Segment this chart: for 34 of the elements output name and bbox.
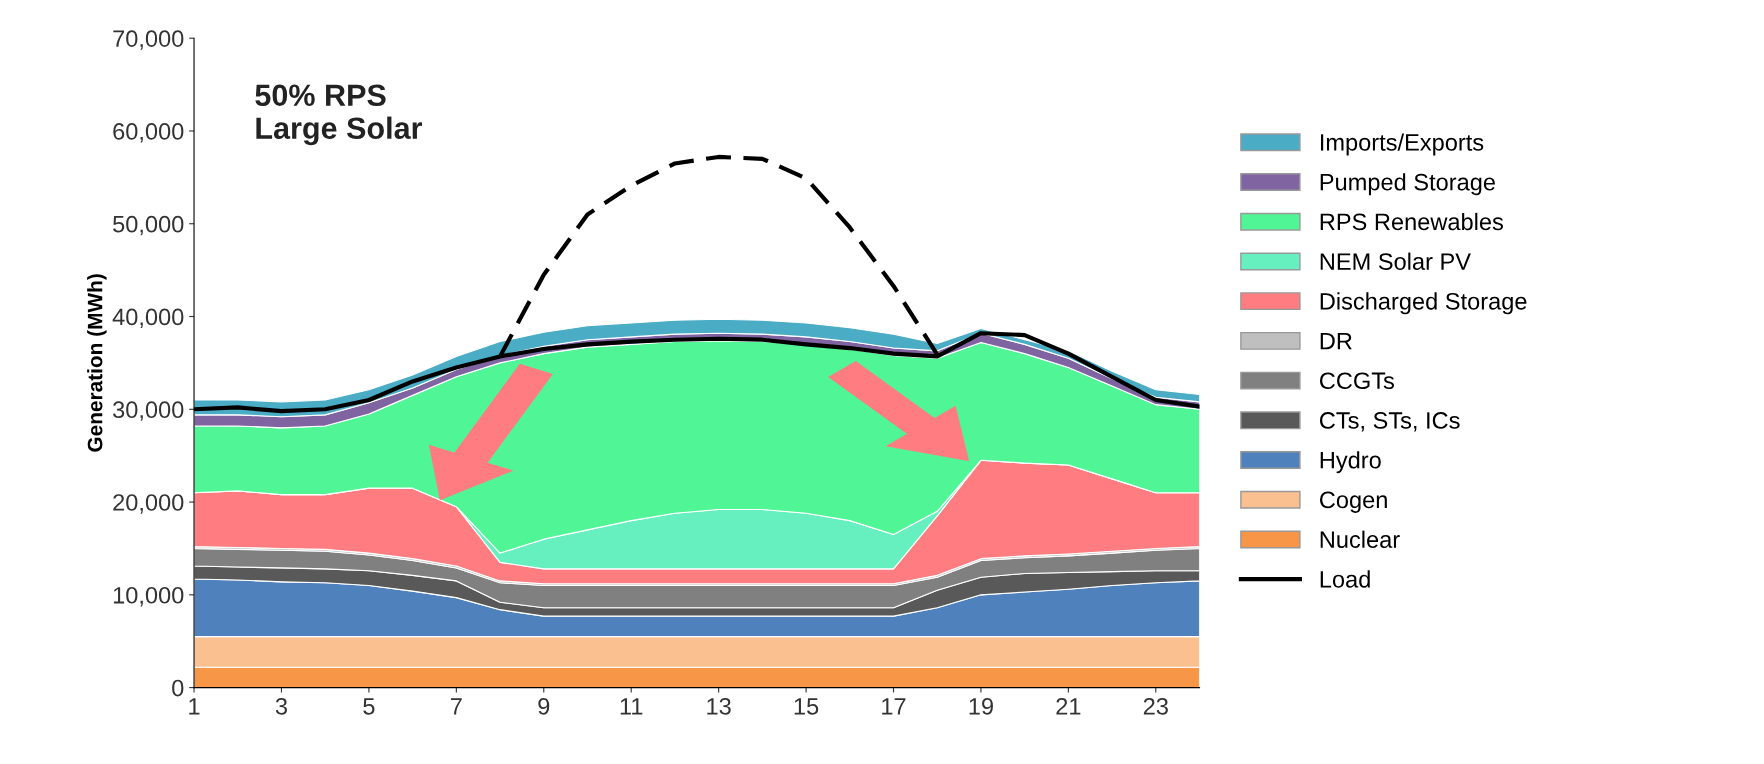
legend-label: CTs, STs, ICs	[1320, 412, 1460, 432]
y-tick-label: 20,000	[113, 494, 184, 514]
x-tick-label: 19	[969, 697, 993, 715]
y-tick-label: 0	[172, 679, 184, 697]
legend-label: NEM Solar PV	[1320, 252, 1471, 270]
legend-label: Hydro	[1320, 451, 1381, 474]
y-axis-title: Generation (MWh)	[87, 274, 107, 452]
x-tick-label: 15	[794, 698, 819, 715]
legend-label: Imports/Exports	[1320, 133, 1484, 156]
legend-label: RPS Renewables	[1320, 212, 1503, 231]
x-tick-label: 7	[450, 698, 462, 715]
x-tick-label: 17	[882, 698, 906, 715]
x-tick-label: 23	[1143, 697, 1168, 715]
x-tick-label: 1	[189, 698, 200, 715]
x-tick-label: 21	[1056, 697, 1081, 715]
x-tick-label: 13	[707, 697, 731, 715]
legend-label: Pumped Storage	[1320, 173, 1495, 196]
x-tick-label: 9	[538, 697, 550, 715]
y-tick-label: 50,000	[113, 215, 184, 236]
x-tick-label: 5	[363, 698, 375, 715]
y-tick-label: 10,000	[113, 586, 184, 607]
y-tick-label: 40,000	[112, 308, 184, 329]
x-tick-label: 3	[275, 697, 287, 715]
y-tick-label: 30,000	[113, 401, 184, 421]
y-tick-label: 70,000	[113, 30, 184, 50]
annotation: 50% RPS Large Solar	[255, 84, 423, 146]
legend-label: Cogen	[1320, 491, 1387, 513]
legend-label: Discharged Storage	[1320, 292, 1527, 315]
x-tick-label: 11	[620, 698, 643, 715]
legend-label: Nuclear	[1320, 530, 1400, 548]
legend-label: Load	[1320, 570, 1370, 588]
y-tick-label: 60,000	[113, 123, 184, 143]
legend-label: DR	[1320, 332, 1352, 350]
legend-label: CCGTs	[1320, 372, 1395, 390]
